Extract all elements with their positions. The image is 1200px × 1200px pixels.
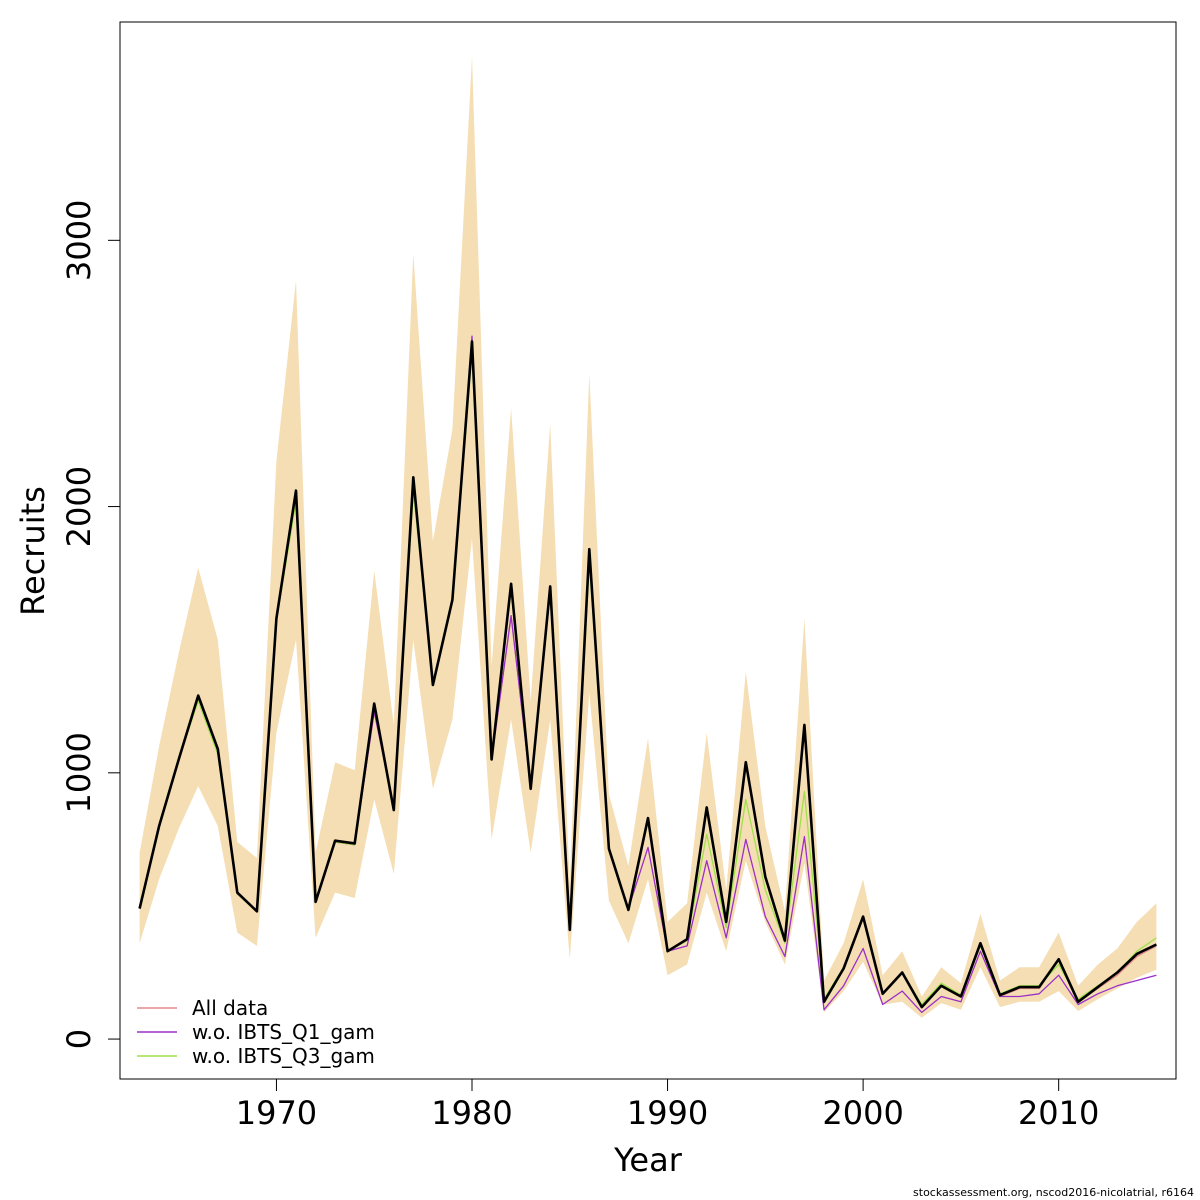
- confidence-band-layer: [139, 56, 1157, 1018]
- x-tick-label-1980: 1980: [431, 1094, 512, 1132]
- legend-label-all-data: All data: [192, 996, 268, 1020]
- confidence-band: [139, 56, 1157, 1018]
- footer-credit: stockassessment.org, nscod2016-nicolatri…: [913, 1186, 1194, 1199]
- x-tick-label-1970: 1970: [236, 1094, 317, 1132]
- y-tick-label-3000: 3000: [60, 200, 98, 281]
- legend-label-wo-q1: w.o. IBTS_Q1_gam: [192, 1020, 375, 1044]
- series-line-estimate: [138, 340, 1157, 1009]
- x-tick-label-1990: 1990: [627, 1094, 708, 1132]
- x-axis: 1970 1980 1990 2000 2010: [236, 1078, 1099, 1132]
- y-tick-label-2000: 2000: [60, 466, 98, 547]
- x-tick-label-2000: 2000: [822, 1094, 903, 1132]
- x-axis-title: Year: [613, 1141, 683, 1179]
- y-tick-label-0: 0: [60, 1029, 98, 1049]
- y-tick-label-1000: 1000: [60, 732, 98, 813]
- x-tick-label-2010: 2010: [1018, 1094, 1099, 1132]
- y-axis-title: Recruits: [14, 486, 52, 616]
- y-axis: 0 1000 2000 3000: [60, 200, 121, 1049]
- legend: All data w.o. IBTS_Q1_gam w.o. IBTS_Q3_g…: [137, 996, 375, 1068]
- legend-label-wo-q3: w.o. IBTS_Q3_gam: [192, 1044, 375, 1068]
- series-lines-layer: [138, 335, 1157, 1014]
